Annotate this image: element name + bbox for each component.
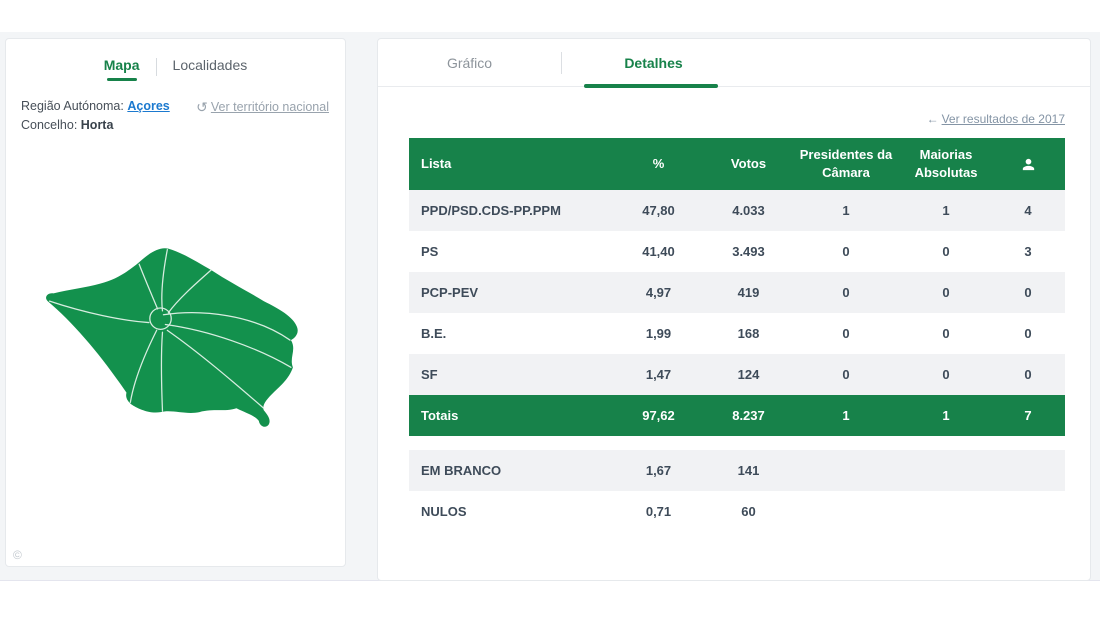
- cell-maiorias: 0: [901, 272, 991, 313]
- tab-separator: [561, 51, 562, 74]
- map-panel-tabs: Mapa Localidades: [6, 39, 345, 91]
- cell-mandatos: 4: [991, 190, 1065, 231]
- results-panel: Gráfico Detalhes ← Ver resultados de 2017…: [377, 38, 1091, 581]
- table-row-nulos: NULOS 0,71 60: [409, 491, 1065, 532]
- table-row-em-branco: EM BRANCO 1,67 141: [409, 450, 1065, 491]
- tab-localidades[interactable]: Localidades: [172, 57, 248, 73]
- results-table-wrap: Lista % Votos Presidentes da Câmara Maio…: [409, 138, 1065, 532]
- cell-empty: [901, 450, 991, 491]
- results-link-row: ← Ver resultados de 2017: [378, 87, 1090, 127]
- table-row: PS 41,40 3.493 0 0 3: [409, 231, 1065, 272]
- active-tab-underline: [584, 84, 718, 88]
- cell-presidentes: 1: [791, 190, 901, 231]
- cell-presidentes: 0: [791, 354, 901, 395]
- cell-pct: 47,80: [611, 190, 706, 231]
- horta-map-svg[interactable]: [34, 237, 326, 449]
- results-table: Lista % Votos Presidentes da Câmara Maio…: [409, 138, 1065, 532]
- cell-mandatos: 0: [991, 313, 1065, 354]
- cell-empty: [901, 491, 991, 532]
- cell-pct: 41,40: [611, 231, 706, 272]
- parish-boundaries: [48, 248, 292, 412]
- cell-empty: [791, 491, 901, 532]
- region-info: Região Autónoma: Açores Concelho: Horta …: [6, 91, 345, 135]
- cell-votos: 4.033: [706, 190, 791, 231]
- cell-maiorias: 0: [901, 313, 991, 354]
- cell-maiorias: 0: [901, 354, 991, 395]
- cell-empty: [991, 450, 1065, 491]
- table-row: SF 1,47 124 0 0 0: [409, 354, 1065, 395]
- cell-empty: [791, 450, 901, 491]
- copyright-mark: ©: [13, 548, 22, 562]
- cell-presidentes: 1: [791, 395, 901, 436]
- cell-presidentes: 0: [791, 231, 901, 272]
- cell-mandatos: 7: [991, 395, 1065, 436]
- arrow-left-icon: ←: [926, 112, 939, 126]
- tab-mapa[interactable]: Mapa: [104, 57, 140, 81]
- header-votos: Votos: [706, 138, 791, 190]
- concelho-label: Concelho:: [21, 118, 78, 132]
- undo-icon: ↺: [196, 99, 208, 115]
- cell-votos: 60: [706, 491, 791, 532]
- region-link-acores[interactable]: Açores: [127, 99, 170, 113]
- cell-pct: 1,47: [611, 354, 706, 395]
- tab-detalhes[interactable]: Detalhes: [624, 54, 683, 71]
- region-label: Região Autónoma:: [21, 99, 124, 113]
- person-icon: [1020, 156, 1037, 171]
- results-panel-tabs: Gráfico Detalhes: [378, 39, 1090, 88]
- concelho-value: Horta: [80, 118, 114, 132]
- municipality-map[interactable]: [34, 237, 326, 449]
- cell-lista: PCP-PEV: [409, 272, 611, 313]
- cell-pct: 97,62: [611, 395, 706, 436]
- header-lista: Lista: [409, 138, 611, 190]
- cell-votos: 8.237: [706, 395, 791, 436]
- tab-separator: [155, 58, 157, 76]
- territory-link-label: Ver território nacional: [210, 100, 329, 114]
- region-info-left: Região Autónoma: Açores Concelho: Horta: [21, 97, 170, 135]
- cell-lista: SF: [409, 354, 611, 395]
- cell-votos: 168: [706, 313, 791, 354]
- tab-mapa-label: Mapa: [103, 57, 140, 73]
- cell-lista: PPD/PSD.CDS-PP.PPM: [409, 190, 611, 231]
- header-presidentes: Presidentes da Câmara: [791, 138, 901, 190]
- cell-mandatos: 0: [991, 272, 1065, 313]
- active-tab-underline: [106, 78, 137, 81]
- table-row: PPD/PSD.CDS-PP.PPM 47,80 4.033 1 1 4: [409, 190, 1065, 231]
- header-maiorias: Maiorias Absolutas: [901, 138, 991, 190]
- cell-maiorias: 1: [901, 395, 991, 436]
- cell-votos: 3.493: [706, 231, 791, 272]
- header-mandatos: [991, 138, 1065, 190]
- cell-votos: 141: [706, 450, 791, 491]
- cell-pct: 1,67: [611, 450, 706, 491]
- cell-presidentes: 0: [791, 272, 901, 313]
- cell-pct: 4,97: [611, 272, 706, 313]
- results-2017-link[interactable]: ← Ver resultados de 2017: [927, 112, 1065, 126]
- table-header-row: Lista % Votos Presidentes da Câmara Maio…: [409, 138, 1065, 190]
- cell-lista: EM BRANCO: [409, 450, 611, 491]
- tab-grafico[interactable]: Gráfico: [446, 54, 493, 71]
- cell-votos: 124: [706, 354, 791, 395]
- results-2017-label: Ver resultados de 2017: [941, 112, 1065, 126]
- table-row: B.E. 1,99 168 0 0 0: [409, 313, 1065, 354]
- cell-maiorias: 0: [901, 231, 991, 272]
- app-section: Mapa Localidades Região Autónoma: Açores…: [0, 32, 1100, 581]
- header-pct: %: [611, 138, 706, 190]
- cell-empty: [991, 491, 1065, 532]
- cell-votos: 419: [706, 272, 791, 313]
- totals-row: Totais 97,62 8.237 1 1 7: [409, 395, 1065, 436]
- cell-pct: 0,71: [611, 491, 706, 532]
- island-shape[interactable]: [46, 248, 298, 427]
- cell-lista: NULOS: [409, 491, 611, 532]
- cell-pct: 1,99: [611, 313, 706, 354]
- cell-maiorias: 1: [901, 190, 991, 231]
- cell-presidentes: 0: [791, 313, 901, 354]
- cell-lista: B.E.: [409, 313, 611, 354]
- spacer-row: [409, 436, 1065, 450]
- cell-lista: Totais: [409, 395, 611, 436]
- cell-mandatos: 3: [991, 231, 1065, 272]
- cell-mandatos: 0: [991, 354, 1065, 395]
- territory-link[interactable]: ↺ Ver território nacional: [196, 97, 329, 117]
- map-panel: Mapa Localidades Região Autónoma: Açores…: [5, 38, 346, 567]
- table-row: PCP-PEV 4,97 419 0 0 0: [409, 272, 1065, 313]
- cell-lista: PS: [409, 231, 611, 272]
